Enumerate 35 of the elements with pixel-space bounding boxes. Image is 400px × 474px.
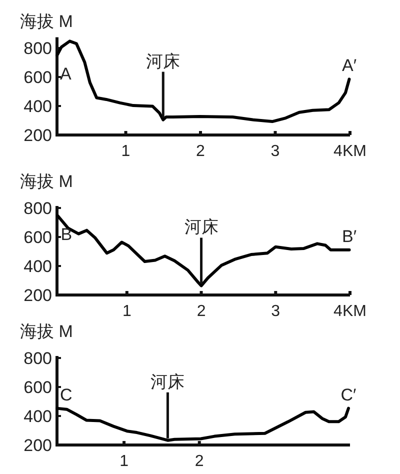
annotation: B′	[342, 226, 357, 246]
annotation: 河床	[184, 218, 218, 237]
y-tick-label: 800	[24, 349, 52, 368]
x-tick-label: 2	[196, 143, 206, 160]
annotation: 河床	[150, 372, 185, 392]
x-tick-label: 4KM	[334, 143, 366, 160]
x-tick-label: 1	[122, 303, 132, 320]
y-axis-title: 海拔 M	[20, 172, 73, 191]
x-tick-label: 2	[194, 453, 204, 470]
y-tick-label: 600	[24, 228, 52, 247]
x-tick-label: 1	[120, 453, 129, 470]
y-tick-label: 400	[24, 97, 52, 116]
y-axis-title: 海拔 M	[20, 322, 73, 341]
x-tick-label: 3	[270, 143, 280, 160]
y-tick-label: 200	[24, 126, 52, 145]
x-tick-label: 3	[271, 303, 280, 320]
y-axis-title: 海拔 M	[20, 12, 73, 31]
y-tick-label: 600	[24, 378, 52, 397]
y-tick-label: 400	[24, 257, 52, 276]
annotation: B	[60, 224, 72, 244]
y-tick-label: 800	[24, 39, 52, 58]
y-tick-label: 200	[24, 436, 52, 455]
annotation: C	[60, 385, 72, 404]
line-series	[56, 406, 350, 442]
y-tick-label: 400	[24, 407, 52, 426]
annotation: 河床	[146, 52, 180, 71]
y-tick-label: 600	[24, 68, 52, 87]
annotation: A′	[342, 56, 357, 76]
x-tick-label: 4KM	[334, 303, 366, 320]
y-tick-label: 800	[24, 199, 52, 218]
annotation: C′	[340, 385, 356, 404]
x-tick-label: 1	[121, 143, 130, 160]
annotation: A	[60, 64, 72, 84]
x-tick-label: 2	[196, 303, 206, 320]
y-tick-label: 200	[24, 286, 52, 305]
